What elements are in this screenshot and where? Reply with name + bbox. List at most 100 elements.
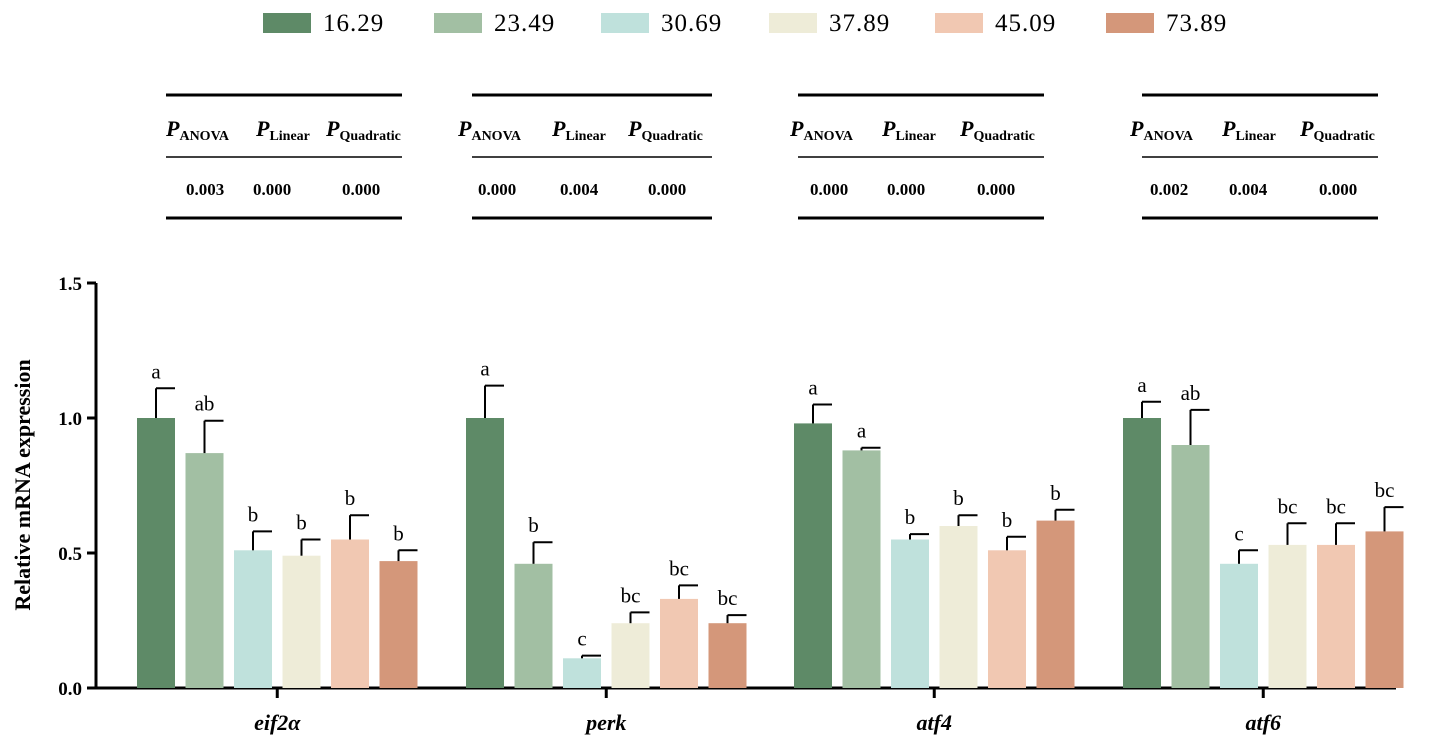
table-value: 0.002	[1150, 180, 1188, 199]
x-tick-label: atf4	[917, 710, 952, 735]
bar	[466, 418, 504, 688]
significance-letter: b	[393, 521, 404, 545]
bar	[185, 453, 224, 688]
table-value: 0.000	[478, 180, 516, 199]
table-header: PANOVA	[789, 116, 854, 144]
significance-letter: bc	[1326, 494, 1346, 518]
bar	[1220, 563, 1258, 688]
bar	[891, 539, 929, 688]
y-tick-label: 0.0	[58, 679, 82, 700]
significance-letter: a	[480, 357, 490, 381]
stats-table: PANOVA PLinear PQuadratic 0.000 0.000 0.000	[789, 93, 1044, 220]
bar	[282, 555, 321, 688]
bar	[1171, 445, 1210, 688]
significance-letter: a	[808, 376, 818, 400]
table-value: 0.004	[560, 180, 599, 199]
significance-letter: a	[151, 359, 161, 383]
legend-label: 16.29	[323, 10, 384, 37]
significance-letter: bc	[669, 556, 689, 580]
table-value: 0.000	[887, 180, 925, 199]
significance-letter: b	[296, 511, 307, 535]
significance-letter: b	[1002, 508, 1013, 532]
bar	[514, 563, 553, 688]
table-value: 0.000	[810, 180, 848, 199]
table-value: 0.000	[253, 180, 291, 199]
table-header: PLinear	[551, 116, 606, 144]
bar	[842, 450, 881, 688]
table-header: PLinear	[1221, 116, 1276, 144]
legend-label: 73.89	[1166, 10, 1227, 37]
legend-swatch	[434, 13, 482, 33]
y-axis-label: Relative mRNA expression	[10, 359, 35, 610]
significance-letter: bc	[1278, 494, 1298, 518]
table-header: PANOVA	[457, 116, 522, 144]
bar	[611, 623, 650, 688]
legend-swatch	[1106, 13, 1154, 33]
bar	[1123, 418, 1161, 688]
bar	[794, 423, 832, 688]
significance-letter: b	[1050, 481, 1061, 505]
bar	[1268, 544, 1307, 688]
table-header: PQuadratic	[1299, 116, 1375, 144]
bar	[1317, 544, 1355, 688]
table-header: PANOVA	[1129, 116, 1194, 144]
table-value: 0.000	[648, 180, 686, 199]
significance-letter: bc	[718, 586, 738, 610]
legend-swatch	[769, 13, 817, 33]
table-header: PQuadratic	[627, 116, 703, 144]
table-value: 0.000	[342, 180, 380, 199]
legend-swatch	[935, 13, 983, 33]
significance-letter: b	[248, 502, 259, 526]
significance-letter: a	[1137, 373, 1147, 397]
table-value: 0.003	[186, 180, 224, 199]
legend-label: 30.69	[661, 10, 722, 37]
legend: 16.29 23.49 30.69 37.89 45.09 73.89	[263, 10, 1227, 37]
legend-swatch	[601, 13, 649, 33]
bar	[234, 550, 272, 688]
significance-letter: b	[345, 486, 356, 510]
table-value: 0.000	[977, 180, 1015, 199]
table-value: 0.004	[1229, 180, 1268, 199]
bar	[137, 418, 175, 688]
legend-label: 37.89	[829, 10, 890, 37]
significance-letter: ab	[1181, 381, 1201, 405]
bar	[988, 550, 1026, 688]
significance-letter: ab	[195, 392, 215, 416]
legend-label: 23.49	[494, 10, 555, 37]
significance-letter: b	[528, 513, 539, 537]
y-tick-label: 1.0	[58, 409, 82, 430]
table-header: PANOVA	[165, 116, 230, 144]
bar	[1365, 531, 1404, 688]
stats-table: PANOVA PLinear PQuadratic 0.002 0.004 0.000	[1129, 93, 1378, 220]
significance-letter: b	[953, 486, 964, 510]
y-tick-label: 0.5	[58, 544, 82, 565]
significance-letter: bc	[1375, 478, 1395, 502]
significance-letter: c	[1234, 521, 1243, 545]
stats-table: PANOVA PLinear PQuadratic 0.000 0.004 0.000	[457, 93, 712, 220]
legend-label: 45.09	[995, 10, 1056, 37]
bar	[331, 539, 369, 688]
bar	[1036, 520, 1075, 688]
significance-letter: bc	[621, 583, 641, 607]
significance-letter: c	[577, 627, 586, 651]
y-tick-label: 1.5	[58, 274, 82, 295]
table-value: 0.000	[1319, 180, 1357, 199]
bar	[563, 658, 601, 688]
bar	[660, 598, 698, 688]
bar	[939, 526, 978, 688]
x-tick-label: atf6	[1246, 710, 1281, 735]
x-tick-label: eif2α	[254, 710, 301, 735]
stats-table: PANOVA PLinear PQuadratic 0.003 0.000 0.000	[165, 93, 402, 220]
bar	[379, 561, 418, 688]
legend-swatch	[263, 13, 311, 33]
significance-letter: b	[905, 505, 916, 529]
bar	[708, 623, 747, 688]
table-header: PQuadratic	[959, 116, 1035, 144]
table-header: PLinear	[881, 116, 936, 144]
significance-letter: a	[857, 419, 867, 443]
x-tick-label: perk	[584, 710, 626, 735]
table-header: PLinear	[255, 116, 310, 144]
